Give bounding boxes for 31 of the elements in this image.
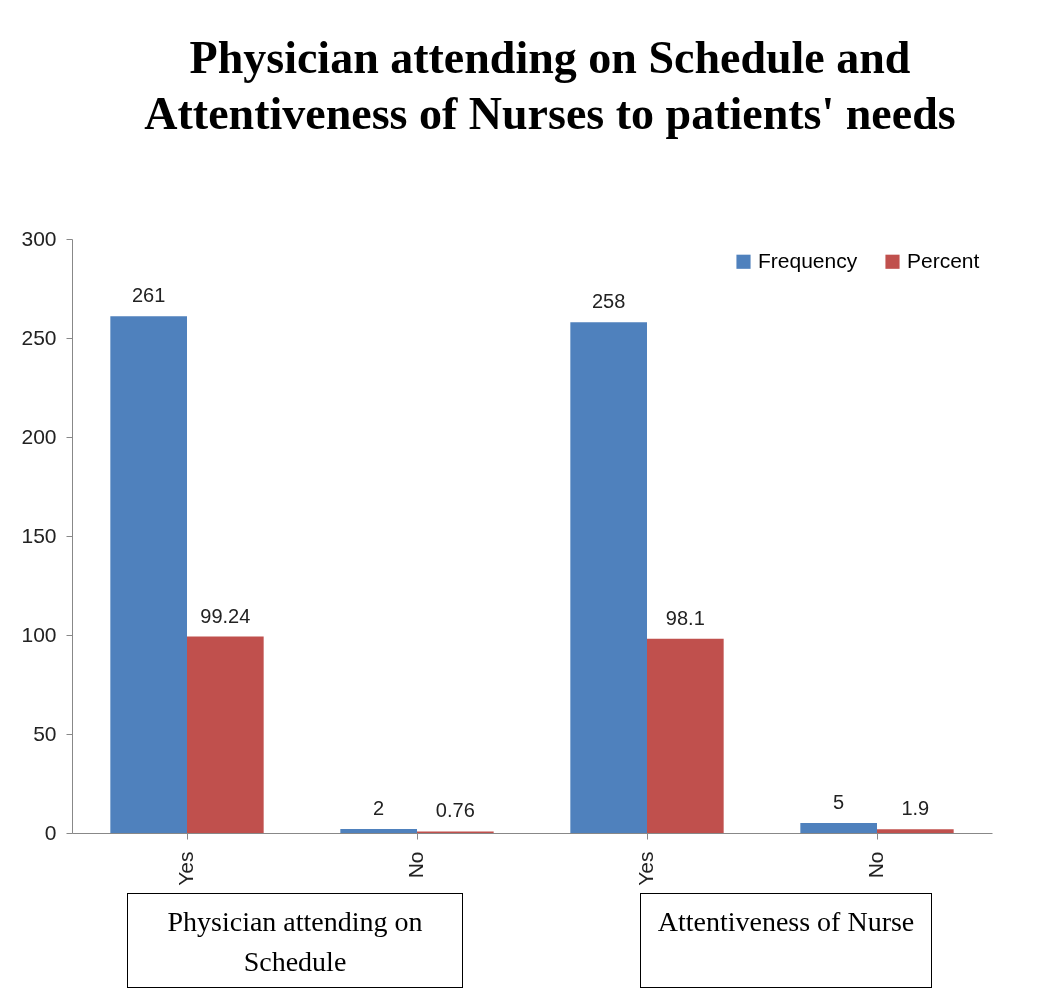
legend-label: Percent <box>907 248 980 272</box>
bar <box>570 322 647 833</box>
bar <box>340 829 417 833</box>
y-tick-label: 200 <box>21 424 57 448</box>
data-label: 258 <box>591 290 626 313</box>
data-label: 99.24 <box>200 604 251 627</box>
y-tick-label: 50 <box>33 721 57 745</box>
y-tick-label: 150 <box>21 523 57 547</box>
bar <box>187 636 264 833</box>
x-tick-label: Yes <box>174 851 197 886</box>
caption-box: Physician attending on Schedule <box>127 893 463 988</box>
data-label: 1.9 <box>901 797 930 820</box>
data-label: 5 <box>833 791 845 814</box>
bar <box>800 823 877 833</box>
y-tick-label: 300 <box>21 226 57 250</box>
bar <box>110 316 187 833</box>
data-label: 98.1 <box>665 606 705 629</box>
y-tick-label: 250 <box>21 325 57 349</box>
x-tick-label: No <box>864 851 887 879</box>
bar <box>647 638 724 833</box>
caption-box: Attentiveness of Nurse <box>640 893 932 988</box>
x-tick-label: No <box>404 851 427 879</box>
legend-label: Frequency <box>758 248 858 272</box>
data-label: 0.76 <box>435 799 475 822</box>
x-tick-label: Yes <box>634 851 657 886</box>
y-tick-label: 0 <box>44 820 57 844</box>
data-label: 261 <box>131 284 166 307</box>
data-label: 2 <box>373 797 385 820</box>
bar <box>877 829 954 833</box>
y-tick-label: 100 <box>21 622 57 646</box>
chart-title: Physician attending on Schedule and Attentiveness of Nurses to patients' needs <box>143 31 957 141</box>
